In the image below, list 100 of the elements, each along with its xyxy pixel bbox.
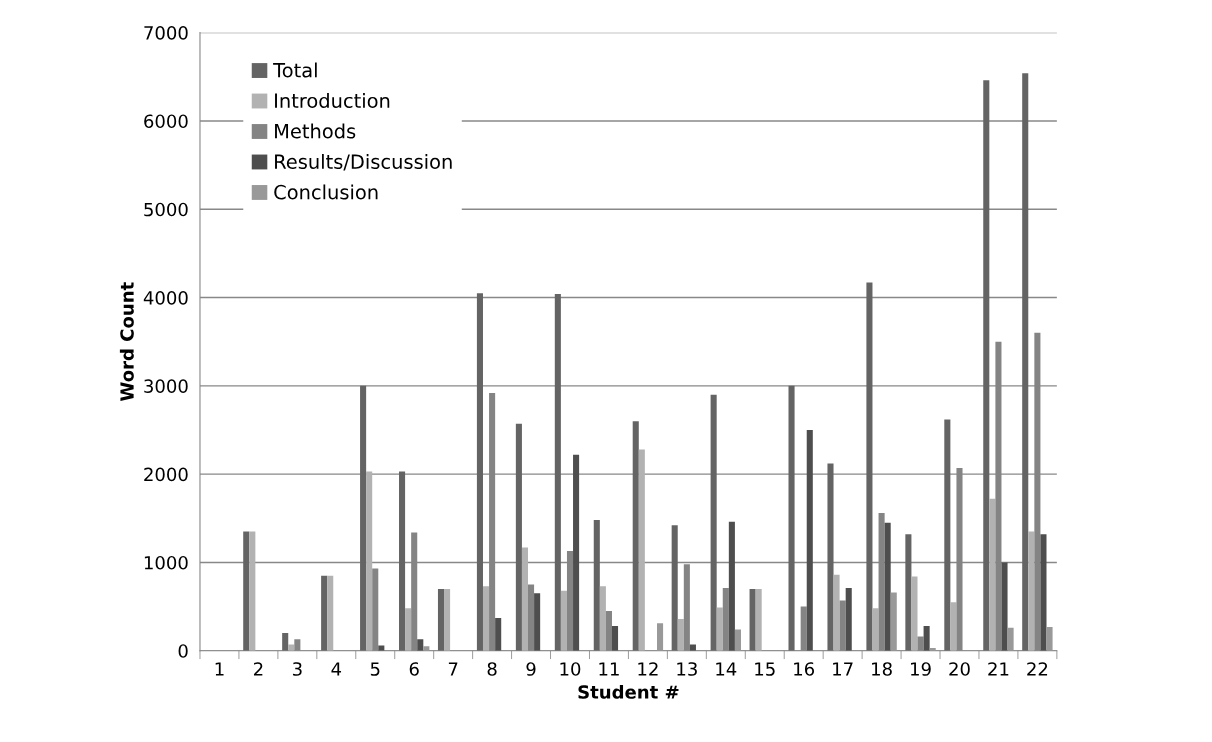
bar <box>515 423 522 651</box>
bar <box>722 588 729 651</box>
bar <box>989 498 996 651</box>
y-tick-label: 1000 <box>144 555 188 570</box>
x-tick-label: 7 <box>448 662 458 676</box>
x-tick-label: 12 <box>638 662 658 676</box>
bar <box>417 639 424 651</box>
y-tick-label: 2000 <box>144 467 188 482</box>
bar <box>521 547 529 651</box>
bar <box>366 471 373 651</box>
x-tick-label: 3 <box>292 662 302 676</box>
x-tick-label: 9 <box>526 662 536 676</box>
x-tick-label: 19 <box>911 662 931 676</box>
x-tick-label: 2 <box>253 662 263 676</box>
bar <box>800 606 807 651</box>
bar <box>728 521 735 651</box>
legend-label: Methods <box>275 123 356 139</box>
legend-label: Results/Discussion <box>275 153 452 171</box>
bar <box>944 419 951 651</box>
bar <box>890 592 897 651</box>
bar <box>833 574 840 651</box>
legend-label: Introduction <box>275 92 390 109</box>
bar <box>749 588 756 651</box>
bar <box>1040 534 1047 651</box>
x-tick-label: 5 <box>370 662 380 676</box>
bar <box>1001 562 1008 651</box>
bar <box>378 645 385 651</box>
bar <box>839 600 846 651</box>
y-tick-label: 7000 <box>144 26 188 40</box>
bar <box>294 639 301 651</box>
bar <box>554 294 561 651</box>
bar <box>528 584 535 651</box>
x-tick-label: 8 <box>487 662 497 676</box>
bar <box>905 534 912 651</box>
bar <box>605 611 612 651</box>
x-tick-label: 21 <box>988 662 1009 676</box>
bar <box>1046 626 1053 651</box>
bar <box>950 602 957 651</box>
bar <box>599 586 606 651</box>
y-tick-label: 4000 <box>143 291 188 305</box>
bar <box>593 520 600 651</box>
bar <box>884 522 891 651</box>
x-axis-title: Student # <box>578 684 679 699</box>
y-axis-title: Word Count <box>119 282 134 402</box>
y-tick-label: 5000 <box>144 202 188 217</box>
bar <box>372 568 379 651</box>
x-tick-label: 10 <box>560 662 581 676</box>
bar <box>534 593 541 651</box>
bar <box>437 588 445 651</box>
bar <box>716 607 723 651</box>
bar <box>327 575 334 651</box>
x-tick-label: 13 <box>677 662 697 676</box>
bar <box>923 626 930 651</box>
bar <box>788 385 795 651</box>
legend-label: Conclusion <box>274 184 378 200</box>
bar <box>872 608 879 651</box>
bar <box>573 454 580 651</box>
bar <box>917 636 924 651</box>
x-tick-label: 16 <box>794 662 815 676</box>
bar <box>671 525 678 651</box>
bar <box>866 282 873 651</box>
bar <box>632 421 639 651</box>
x-tick-label: 1 <box>215 662 224 676</box>
bar <box>734 629 741 651</box>
y-tick-label: 0 <box>178 644 188 658</box>
bar <box>657 623 664 651</box>
bar <box>399 471 406 651</box>
x-tick-label: 14 <box>716 662 737 676</box>
x-tick-label: 17 <box>833 662 853 676</box>
bar <box>638 449 645 651</box>
x-tick-label: 18 <box>872 662 892 676</box>
bar <box>806 429 813 651</box>
bar <box>611 626 619 651</box>
bar <box>476 293 483 651</box>
x-tick-label: 15 <box>755 662 775 676</box>
bar <box>482 586 490 651</box>
bar <box>282 633 289 651</box>
bar <box>755 588 762 651</box>
bar <box>321 575 328 651</box>
bar <box>845 588 852 651</box>
bar <box>360 385 367 651</box>
bar <box>243 531 250 651</box>
bar <box>1028 531 1035 651</box>
bar <box>1022 73 1029 651</box>
y-tick-label: 3000 <box>144 379 188 393</box>
x-tick-label: 6 <box>409 662 419 676</box>
bar <box>677 618 684 651</box>
x-tick-label: 11 <box>599 662 619 676</box>
bar <box>827 463 834 651</box>
bar <box>560 590 567 651</box>
bar <box>495 618 502 651</box>
y-tick-label: 6000 <box>144 114 188 129</box>
bar <box>983 80 990 651</box>
bar <box>249 531 256 651</box>
legend-label: Total <box>273 62 317 78</box>
bar <box>405 608 412 651</box>
bar <box>911 576 918 651</box>
x-tick-label: 20 <box>949 662 970 676</box>
bar <box>1007 627 1014 651</box>
x-tick-label: 4 <box>331 662 342 676</box>
